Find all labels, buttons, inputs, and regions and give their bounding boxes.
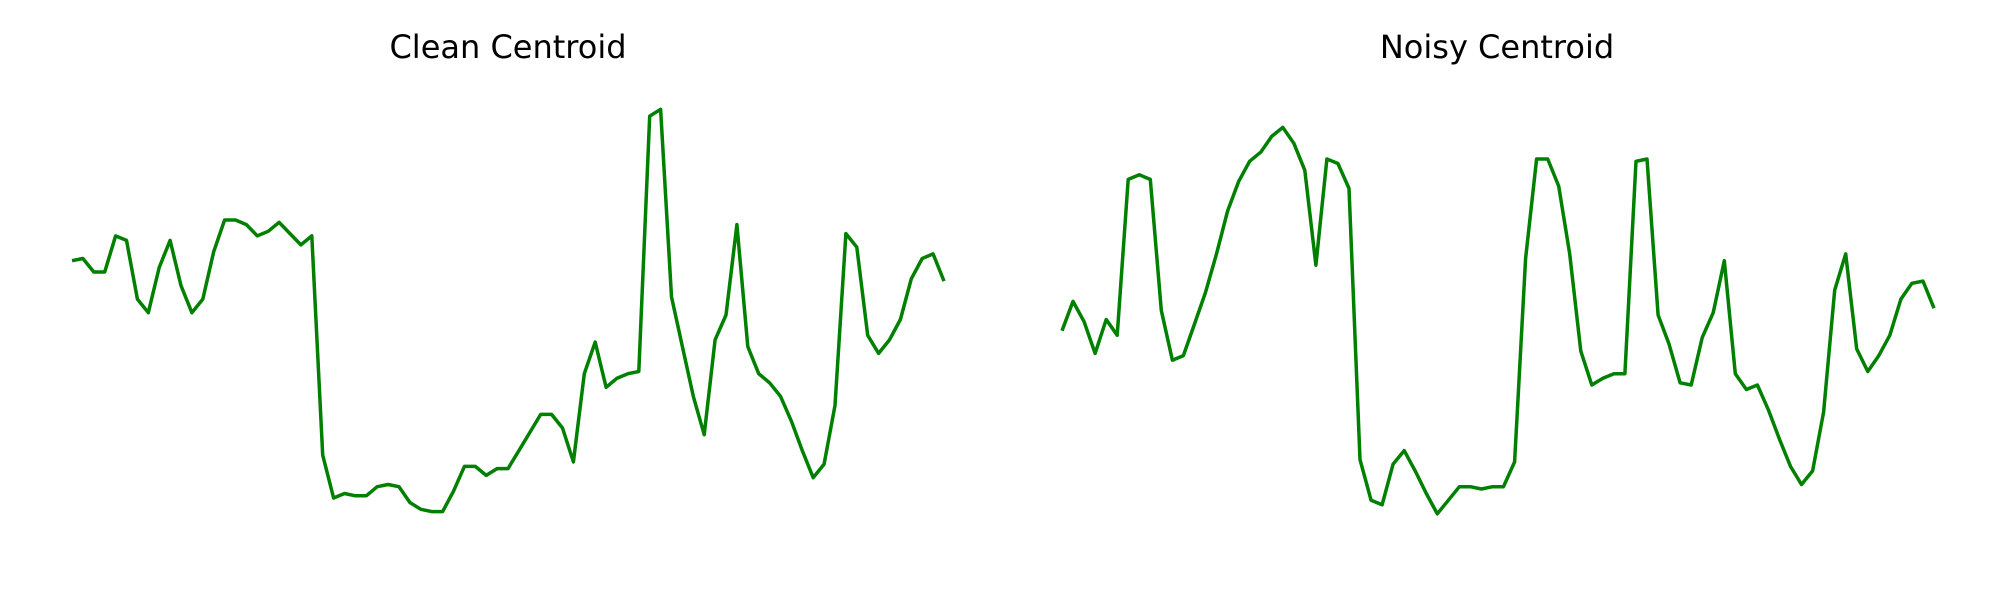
noisy-centroid-panel: Noisy Centroid [1060,28,1936,516]
clean-centroid-panel: Clean Centroid [71,28,946,514]
series-line-clean [71,107,946,514]
chart-title-noisy: Noisy Centroid [1380,28,1614,66]
chart-title-clean: Clean Centroid [389,28,626,66]
series-line-noisy [1060,125,1936,516]
